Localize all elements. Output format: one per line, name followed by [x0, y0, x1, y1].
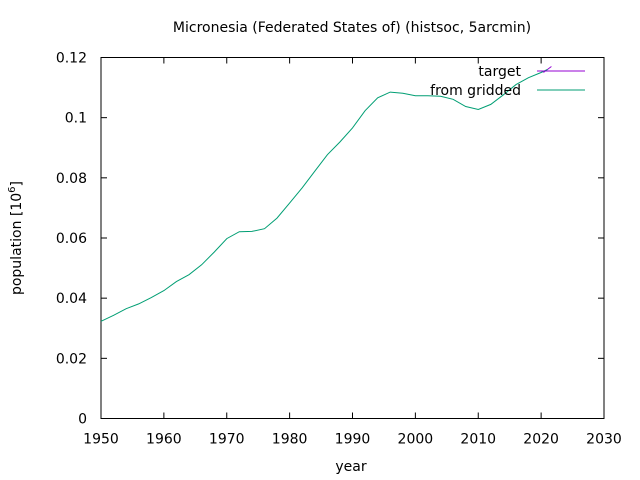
legend-label: target — [478, 64, 521, 80]
y-tick-label: 0.04 — [56, 291, 87, 307]
x-tick-label: 1960 — [146, 432, 182, 448]
y-tick-label: 0.06 — [56, 231, 87, 247]
y-tick-label: 0 — [78, 412, 87, 428]
y-tick-label: 0.1 — [65, 111, 87, 127]
y-tick-label: 0.08 — [56, 171, 87, 187]
x-tick-label: 2000 — [398, 432, 434, 448]
x-tick-label: 2030 — [586, 432, 622, 448]
y-axis: 0 0.02 0.04 0.06 0.08 0.1 0.12 — [56, 51, 604, 428]
series-line-from-gridded — [100, 69, 548, 322]
y-tick-label: 0.02 — [56, 351, 87, 367]
x-tick-label: 2010 — [460, 432, 496, 448]
chart-title: Micronesia (Federated States of) (histso… — [173, 20, 531, 36]
legend-label: from gridded — [430, 83, 521, 99]
x-tick-label: 1990 — [335, 432, 371, 448]
legend: target from gridded — [430, 64, 585, 99]
y-axis-label: population [106] — [7, 181, 25, 295]
x-axis: 1950 1960 1970 1980 1990 2000 2010 2020 2030 — [83, 57, 622, 448]
y-axis-label-exponent: 6 — [7, 186, 18, 192]
y-axis-label-close: ] — [9, 181, 25, 186]
x-tick-label: 2020 — [523, 432, 559, 448]
x-tick-label: 1980 — [272, 432, 308, 448]
y-axis-label-text: population [10 — [9, 193, 25, 295]
series-lines — [100, 66, 552, 322]
x-tick-label: 1950 — [83, 432, 119, 448]
plot-frame — [100, 57, 605, 419]
x-tick-label: 1970 — [209, 432, 245, 448]
y-tick-label: 0.12 — [56, 51, 87, 67]
x-axis-label: year — [335, 459, 366, 475]
